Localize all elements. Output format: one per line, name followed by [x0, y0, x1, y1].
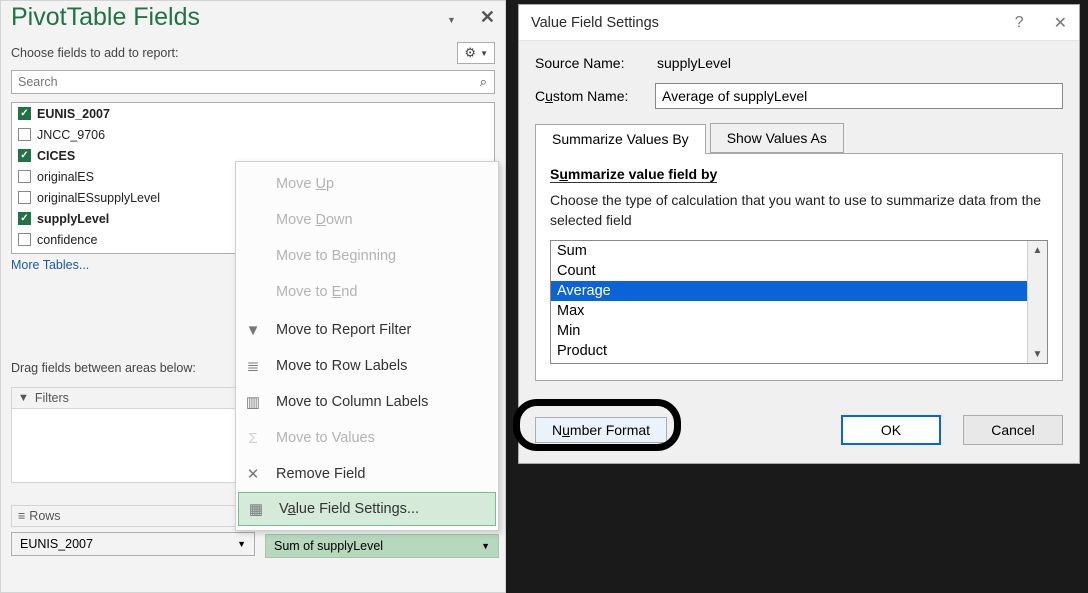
search-icon: ⌕: [480, 74, 487, 90]
field-checkbox[interactable]: [18, 170, 31, 183]
context-menu-item-icon: ✕: [242, 465, 264, 483]
pane-subtitle: Choose fields to add to report:: [11, 46, 178, 60]
calculation-option[interactable]: Count: [551, 261, 1027, 281]
field-label: JNCC_9706: [37, 128, 105, 142]
context-menu-item: Σ Move to Values: [236, 420, 498, 456]
funnel-icon: ▼: [18, 392, 29, 404]
pivottable-fields-pane: PivotTable Fields ✕ Choose fields to add…: [0, 0, 506, 593]
field-label: CICES: [37, 149, 75, 163]
context-menu-item-icon: ▦: [245, 500, 267, 518]
context-menu-item: Move Up: [236, 166, 498, 202]
context-menu-item: Move Down: [236, 202, 498, 238]
context-menu-item-label: Move Down: [276, 212, 353, 228]
context-menu-item: Move to Beginning: [236, 238, 498, 274]
context-menu-item-label: Move to Beginning: [276, 248, 396, 264]
calculation-option[interactable]: Sum: [551, 241, 1027, 261]
chevron-down-icon: ▼: [481, 541, 490, 551]
field-checkbox[interactable]: [18, 128, 31, 141]
calculation-option[interactable]: Max: [551, 301, 1027, 321]
value-field-settings-dialog: Value Field Settings ? ✕ Source Name: su…: [518, 4, 1080, 464]
field-checkbox[interactable]: [18, 212, 31, 225]
scroll-down-icon[interactable]: ▼: [1028, 345, 1047, 363]
field-label: EUNIS_2007: [37, 107, 110, 121]
field-search-input[interactable]: [11, 70, 495, 94]
context-menu-item-label: Move to End: [276, 284, 357, 300]
field-checkbox[interactable]: [18, 233, 31, 246]
values-field-pill[interactable]: Sum of supplyLevel ▼: [265, 534, 499, 558]
field-row[interactable]: JNCC_9706: [12, 124, 494, 145]
context-menu-item[interactable]: ≣ Move to Row Labels: [236, 348, 498, 384]
rows-field-pill[interactable]: EUNIS_2007 ▼: [11, 532, 255, 556]
dialog-close-icon[interactable]: ✕: [1054, 13, 1067, 33]
field-checkbox[interactable]: [18, 149, 31, 162]
context-menu-item-label: Remove Field: [276, 466, 365, 482]
context-menu-item: Move to End: [236, 274, 498, 310]
context-menu-item-icon: ▼: [242, 322, 264, 339]
filters-drop-area[interactable]: [11, 409, 255, 483]
field-label: originalESsupplyLevel: [37, 191, 160, 205]
rows-area-label: Rows: [29, 509, 60, 523]
field-label: supplyLevel: [37, 212, 109, 226]
drag-areas-label: Drag fields between areas below:: [11, 361, 196, 375]
source-name-label: Source Name:: [535, 55, 645, 71]
layout-gear-button[interactable]: ⚙: [457, 42, 495, 64]
custom-name-label: Custom Name:: [535, 88, 645, 104]
help-icon[interactable]: ?: [1015, 14, 1024, 32]
calculation-type-listbox[interactable]: SumCountAverageMaxMinProduct ▲ ▼: [550, 240, 1048, 364]
field-row[interactable]: EUNIS_2007: [12, 103, 494, 124]
listbox-scrollbar[interactable]: ▲ ▼: [1027, 241, 1047, 363]
gear-icon: ⚙: [464, 45, 476, 61]
calculation-option[interactable]: Average: [551, 281, 1027, 301]
field-context-menu: Move Up Move Down Move to Beginning Move to…: [235, 161, 499, 531]
tab-summarize-values-by[interactable]: Summarize Values By: [535, 124, 706, 154]
context-menu-item-label: Move to Row Labels: [276, 358, 407, 374]
rows-pill-label: EUNIS_2007: [20, 537, 93, 551]
context-menu-item[interactable]: ▦ Value Field Settings...: [238, 492, 496, 526]
field-checkbox[interactable]: [18, 107, 31, 120]
context-menu-item-icon: ▥: [242, 393, 264, 411]
field-label: originalES: [37, 170, 94, 184]
summarize-help-text: Choose the type of calculation that you …: [550, 191, 1048, 230]
chevron-down-icon: ▼: [237, 539, 246, 549]
tab-show-values-as[interactable]: Show Values As: [710, 123, 844, 153]
calculation-option[interactable]: Product: [551, 341, 1027, 361]
context-menu-item-label: Value Field Settings...: [279, 501, 419, 517]
pane-close-icon[interactable]: ✕: [480, 7, 495, 28]
filters-area-header: ▼ Filters: [11, 387, 255, 409]
context-menu-item-label: Move to Report Filter: [276, 322, 411, 338]
values-pill-label: Sum of supplyLevel: [274, 539, 383, 553]
dialog-backdrop: Value Field Settings ? ✕ Source Name: su…: [506, 0, 1088, 593]
context-menu-item-icon: ≣: [242, 357, 264, 375]
context-menu-item-label: Move to Values: [276, 430, 375, 446]
ok-button[interactable]: OK: [841, 415, 941, 445]
context-menu-item[interactable]: ✕ Remove Field: [236, 456, 498, 492]
custom-name-input[interactable]: [655, 83, 1063, 109]
dialog-title: Value Field Settings: [531, 15, 659, 31]
field-label: confidence: [37, 233, 97, 247]
source-name-value: supplyLevel: [657, 55, 731, 71]
context-menu-item[interactable]: ▼ Move to Report Filter: [236, 312, 498, 348]
context-menu-item-icon: Σ: [242, 430, 264, 447]
rows-icon: ≡: [18, 509, 23, 523]
context-menu-item-label: Move to Column Labels: [276, 394, 428, 410]
pane-options-dropdown[interactable]: [445, 10, 456, 26]
context-menu-item-label: Move Up: [276, 176, 334, 192]
rows-area-header: ≡ Rows: [11, 505, 255, 527]
field-checkbox[interactable]: [18, 191, 31, 204]
summarize-heading: Summarize value field by: [550, 166, 717, 183]
context-menu-item[interactable]: ▥ Move to Column Labels: [236, 384, 498, 420]
scroll-up-icon[interactable]: ▲: [1028, 241, 1047, 259]
calculation-option[interactable]: Min: [551, 321, 1027, 341]
filters-area-label: Filters: [35, 391, 69, 405]
pane-title: PivotTable Fields: [11, 3, 200, 32]
cancel-button[interactable]: Cancel: [963, 415, 1063, 445]
number-format-button[interactable]: Number Format: [535, 417, 667, 443]
